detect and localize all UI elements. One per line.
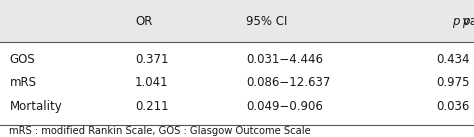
Text: Mortality: Mortality bbox=[9, 100, 62, 113]
Text: 0.434: 0.434 bbox=[436, 53, 469, 66]
Text: 0.371: 0.371 bbox=[135, 53, 169, 66]
Text: p: p bbox=[462, 15, 469, 28]
Text: mRS : modified Rankin Scale, GOS : Glasgow Outcome Scale: mRS : modified Rankin Scale, GOS : Glasg… bbox=[9, 126, 311, 136]
Text: 1.041: 1.041 bbox=[135, 76, 169, 89]
Text: 0.211: 0.211 bbox=[135, 100, 169, 113]
Text: 0.975: 0.975 bbox=[436, 76, 469, 89]
Text: mRS: mRS bbox=[9, 76, 36, 89]
Text: 95% CI: 95% CI bbox=[246, 15, 288, 28]
Text: p value: p value bbox=[426, 15, 469, 28]
Text: 0.036: 0.036 bbox=[436, 100, 469, 113]
Text: 0.049−0.906: 0.049−0.906 bbox=[246, 100, 323, 113]
Text: value: value bbox=[459, 15, 474, 28]
Text: p: p bbox=[452, 15, 459, 28]
Bar bbox=[0, 0, 474, 42]
Text: OR: OR bbox=[135, 15, 153, 28]
Text: 0.086−12.637: 0.086−12.637 bbox=[246, 76, 331, 89]
Text: 0.031−4.446: 0.031−4.446 bbox=[246, 53, 323, 66]
Text: GOS: GOS bbox=[9, 53, 35, 66]
